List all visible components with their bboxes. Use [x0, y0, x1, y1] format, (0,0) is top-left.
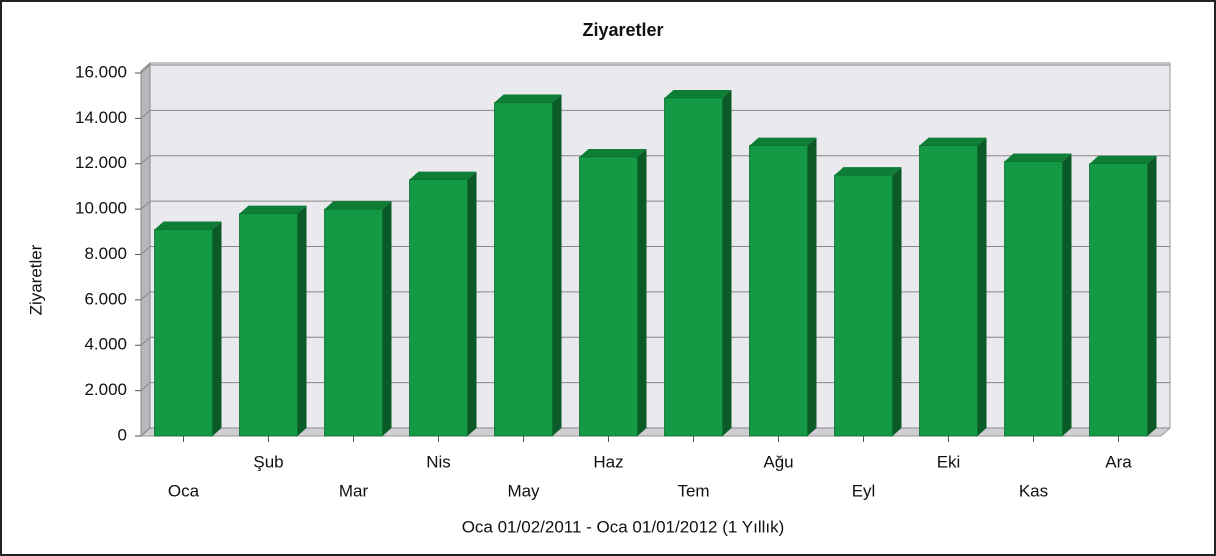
y-tick-label: 12.000: [75, 153, 127, 172]
y-axis-label: Ziyaretler: [26, 244, 45, 315]
y-tick-label: 14.000: [75, 108, 127, 127]
x-tick-label: Mar: [339, 481, 369, 500]
bar: [749, 137, 817, 437]
x-tick-label: Kas: [1019, 481, 1048, 500]
x-tick-label: Şub: [253, 452, 283, 471]
bar: [1089, 155, 1157, 437]
bar: [579, 148, 647, 437]
grid-line: [140, 291, 151, 301]
grid-line: [140, 427, 151, 437]
y-tick-label: 8.000: [84, 244, 127, 263]
grid-line: [140, 200, 151, 210]
bar: [664, 89, 732, 437]
bar: [324, 201, 392, 437]
y-tick-label: 2.000: [84, 380, 127, 399]
bar: [154, 221, 222, 437]
grid-line: [140, 246, 151, 255]
x-tick-label: Haz: [593, 452, 623, 471]
y-tick-label: 6.000: [84, 289, 127, 308]
grid-line: [140, 110, 151, 119]
bar: [494, 94, 562, 437]
y-tick-label: 10.000: [75, 199, 127, 218]
x-tick-label: Oca: [168, 481, 200, 500]
x-tick-label: Ağu: [763, 452, 793, 471]
y-tick-label: 0: [118, 425, 127, 444]
grid-line: [140, 155, 151, 165]
bar: [1004, 153, 1072, 437]
left-wall: [140, 61, 151, 438]
bar: [409, 171, 477, 437]
grid-line: [140, 64, 151, 74]
grid-line: [140, 336, 151, 346]
bar: [239, 205, 307, 437]
x-tick-label: May: [507, 481, 540, 500]
y-tick-label: 16.000: [75, 62, 127, 81]
bar: [919, 137, 987, 437]
x-tick-label: Nis: [426, 452, 451, 471]
y-tick-label: 4.000: [84, 335, 127, 354]
x-tick-label: Eki: [937, 452, 961, 471]
bar: [834, 167, 902, 437]
x-tick-label: Eyl: [852, 481, 876, 500]
chart-title: Ziyaretler: [582, 20, 663, 40]
x-tick-label: Tem: [677, 481, 709, 500]
x-tick-label: Ara: [1105, 452, 1132, 471]
x-axis-label: Oca 01/02/2011 - Oca 01/01/2012 (1 Yıllı…: [462, 517, 785, 536]
grid-line: [140, 382, 151, 391]
